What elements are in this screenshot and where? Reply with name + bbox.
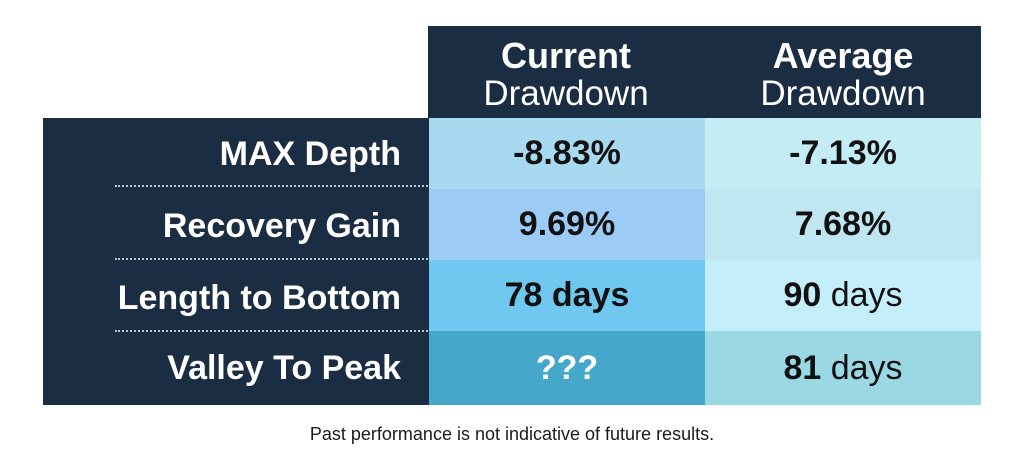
column-header-average-line1: Average	[772, 35, 914, 76]
row-label-recovery-gain: Recovery Gain	[162, 207, 401, 245]
cell-value: -8.83%	[513, 134, 621, 172]
row-divider	[115, 185, 443, 187]
cell-unit: days	[830, 276, 903, 314]
column-header-current-line1: Current	[500, 35, 631, 76]
cell-average-valley-to-peak: 81 days	[705, 331, 981, 405]
cell-current-max-depth: -8.83%	[429, 118, 705, 189]
footnote: Past performance is not indicative of fu…	[309, 424, 715, 444]
cell-current-recovery-gain: 9.69%	[429, 189, 705, 260]
cell-average-recovery-gain: 7.68%	[705, 189, 981, 260]
column-header-current-line2: Drawdown	[483, 74, 649, 113]
row-label-max-depth: MAX Depth	[219, 135, 401, 173]
cell-average-max-depth: -7.13%	[705, 118, 981, 189]
cell-value: ???	[535, 349, 599, 387]
row-label-valley-to-peak: Valley To Peak	[167, 349, 401, 387]
column-header-average-line2: Drawdown	[760, 74, 926, 113]
cell-current-valley-to-peak: ???	[429, 331, 705, 405]
cell-value: -7.13%	[789, 134, 897, 172]
column-header-average: Average Drawdown	[705, 26, 981, 119]
cell-unit: days	[830, 349, 903, 387]
cell-value: 81	[783, 349, 822, 387]
cell-value: 7.68%	[794, 205, 892, 243]
cell-average-length-to-bottom: 90 days	[705, 260, 981, 331]
table-header: Current Drawdown Average Drawdown	[428, 26, 981, 119]
cell-value: 9.69%	[518, 205, 616, 243]
row-label-length-to-bottom: Length to Bottom	[117, 279, 401, 317]
row-divider	[115, 330, 443, 332]
row-labels: MAX Depth Recovery Gain Length to Bottom…	[43, 118, 443, 405]
row-divider	[115, 258, 443, 260]
cell-value: 90	[783, 276, 822, 314]
cell-value: 78 days	[504, 276, 630, 314]
cell-current-length-to-bottom: 78 days	[429, 260, 705, 331]
column-header-current: Current Drawdown	[428, 26, 704, 119]
